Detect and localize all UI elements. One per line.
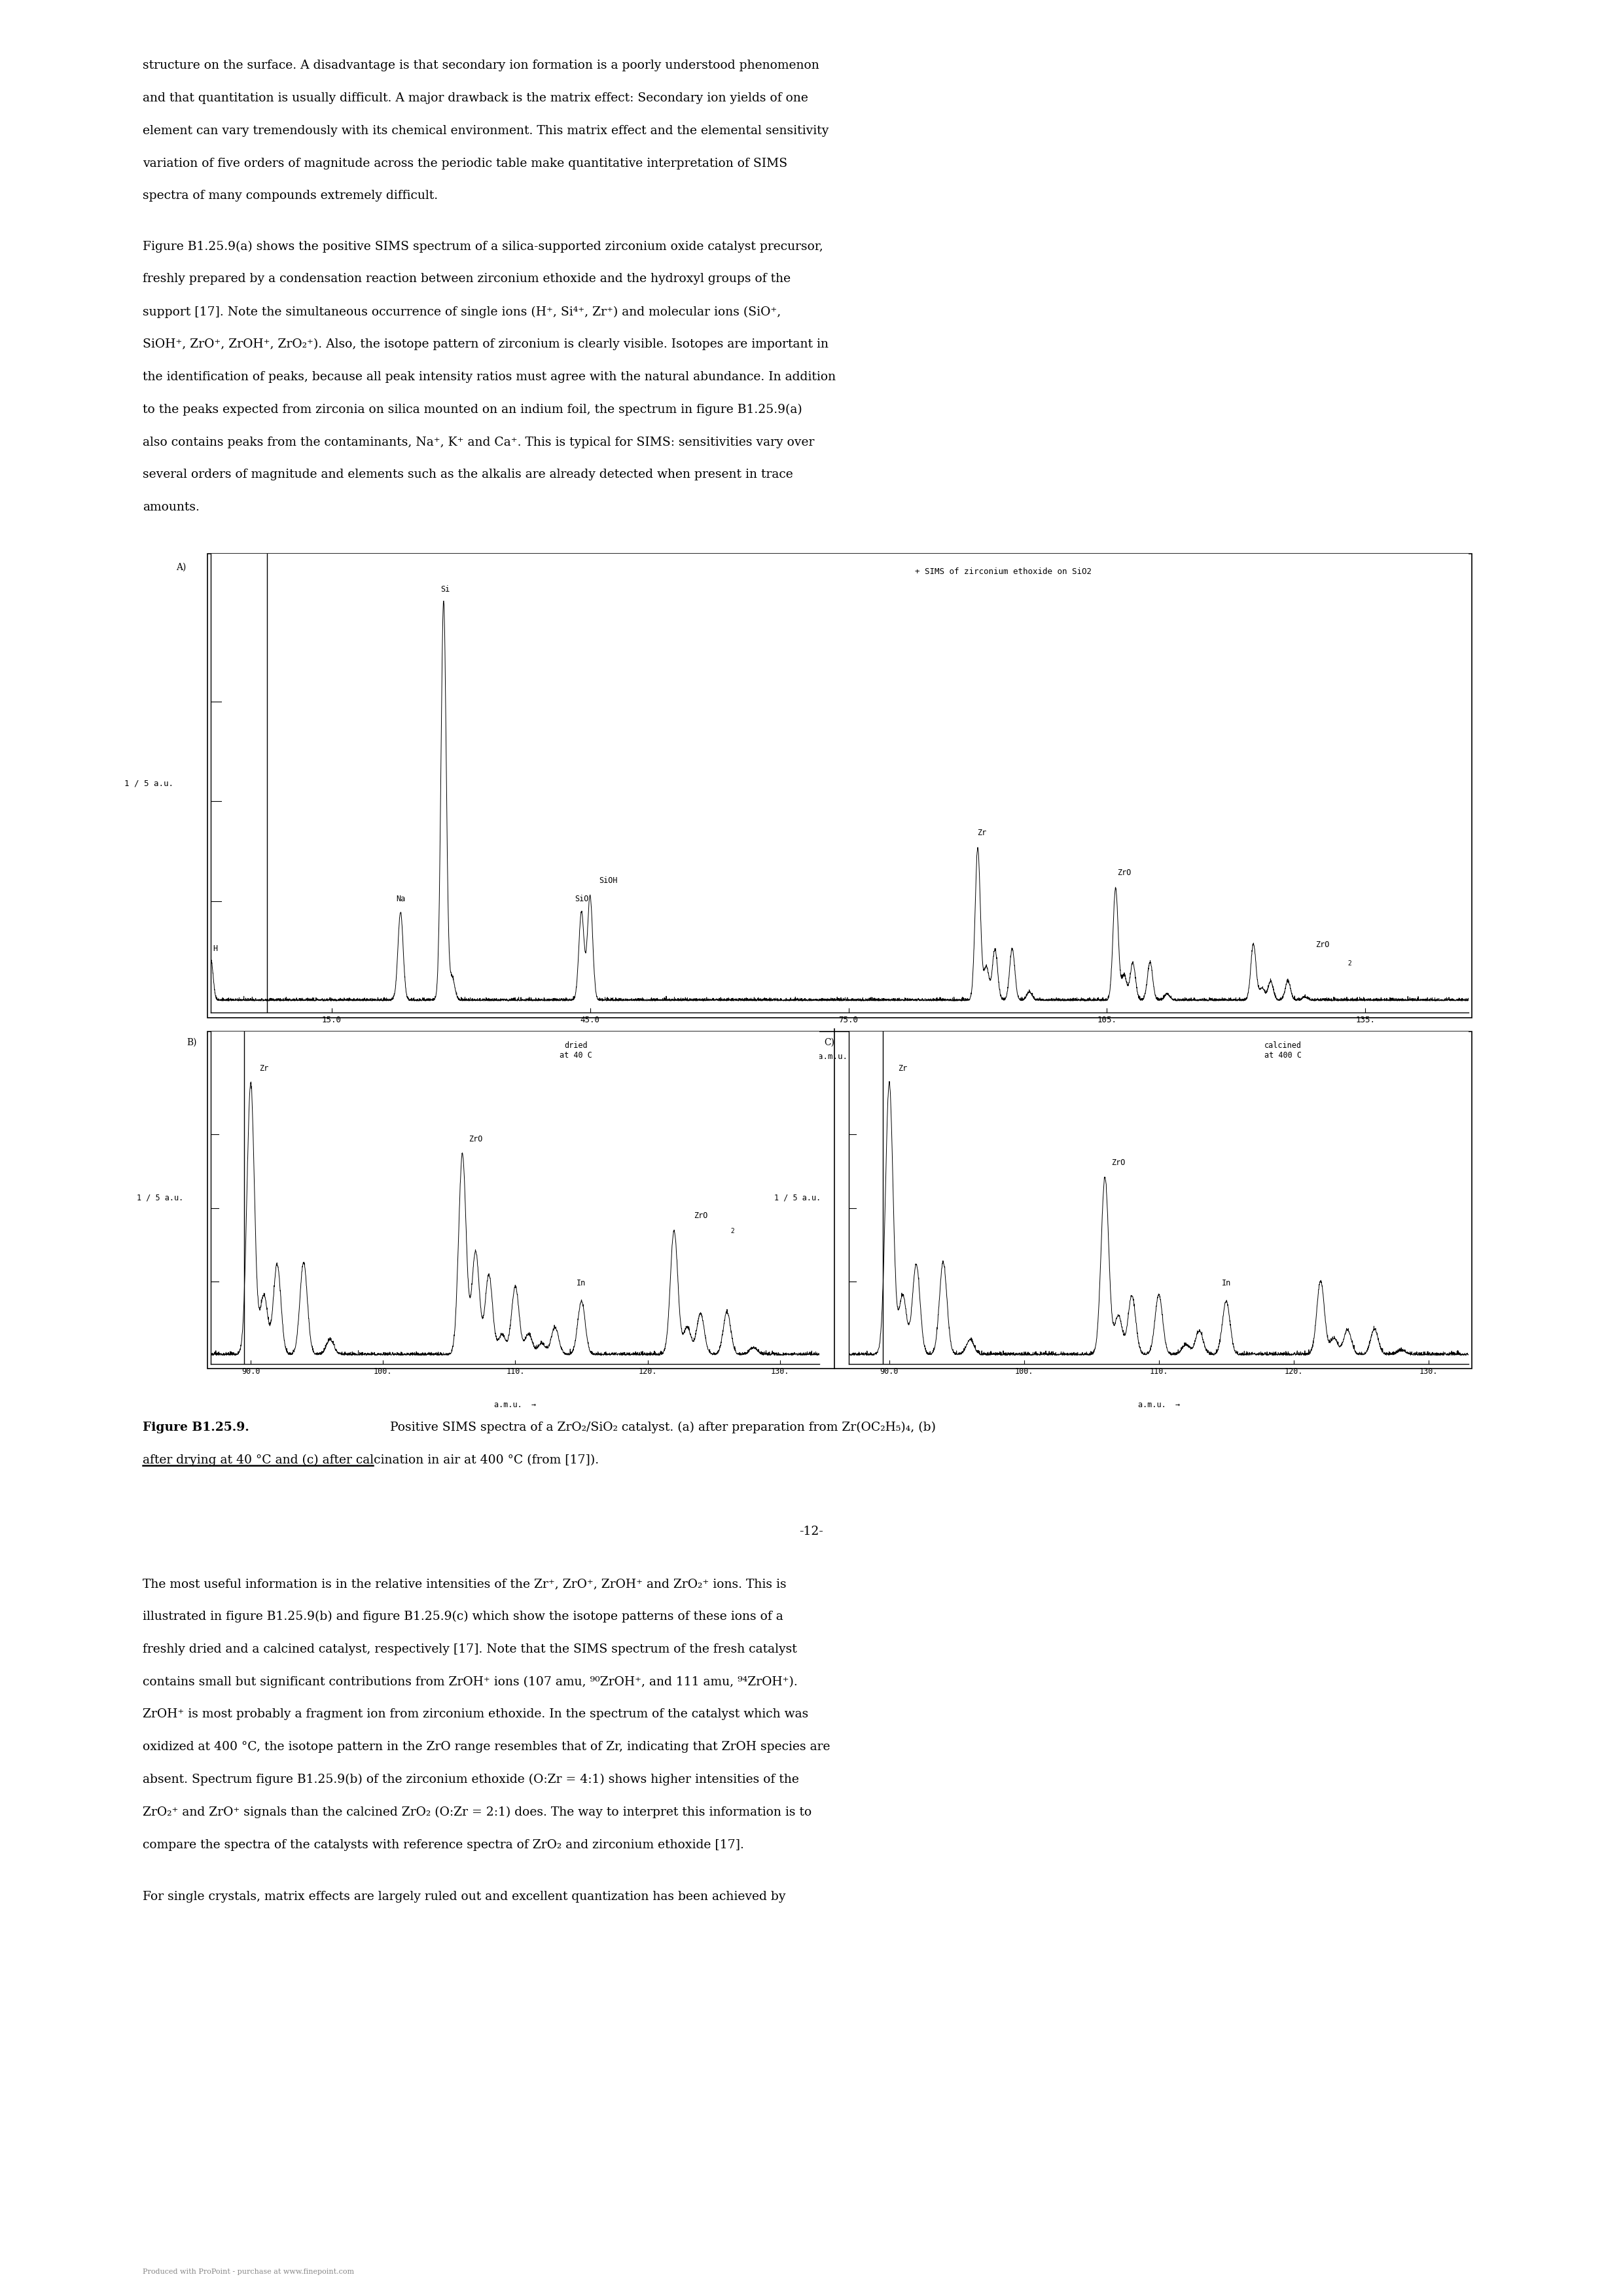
Text: a.m.u.  →: a.m.u. → [1138, 1401, 1180, 1410]
Text: ZrO: ZrO [469, 1134, 482, 1143]
Text: 1 / 5 a.u.: 1 / 5 a.u. [774, 1194, 821, 1201]
Text: SiOH: SiOH [599, 877, 617, 884]
Bar [208, 1031, 1472, 1368]
Text: For single crystals, matrix effects are largely ruled out and excellent quantiza: For single crystals, matrix effects are … [143, 1892, 786, 1903]
Bar [208, 553, 1472, 1017]
Text: Zr: Zr [977, 829, 987, 838]
Text: variation of five orders of magnitude across the periodic table make quantitativ: variation of five orders of magnitude ac… [143, 158, 787, 170]
Text: dried
at 40 C: dried at 40 C [560, 1040, 592, 1058]
Text: ZrO₂⁺ and ZrO⁺ signals than the calcined ZrO₂ (O:Zr = 2:1) does. The way to inte: ZrO₂⁺ and ZrO⁺ signals than the calcined… [143, 1807, 812, 1818]
Text: element can vary tremendously with its chemical environment. This matrix effect : element can vary tremendously with its c… [143, 124, 829, 138]
Text: Zr: Zr [260, 1063, 268, 1072]
Text: several orders of magnitude and elements such as the alkalis are already detecte: several orders of magnitude and elements… [143, 468, 794, 480]
Text: also contains peaks from the contaminants, Na⁺, K⁺ and Ca⁺. This is typical for : also contains peaks from the contaminant… [143, 436, 815, 448]
Text: 1 / 5 a.u.: 1 / 5 a.u. [125, 778, 174, 788]
Text: ZrO: ZrO [1112, 1157, 1125, 1166]
Text: B): B) [187, 1038, 196, 1047]
Text: H: H [213, 944, 217, 953]
Text: structure on the surface. A disadvantage is that secondary ion formation is a po: structure on the surface. A disadvantage… [143, 60, 820, 71]
Text: after drying at 40 °C and (c) after calcination in air at 400 °C (from [17]).: after drying at 40 °C and (c) after calc… [143, 1453, 599, 1467]
Text: Zr: Zr [898, 1063, 907, 1072]
Text: 2: 2 [1344, 960, 1352, 967]
Text: support [17]. Note the simultaneous occurrence of single ions (H⁺, Si⁴⁺, Zr⁺) an: support [17]. Note the simultaneous occu… [143, 305, 781, 317]
Text: Figure B1.25.9.: Figure B1.25.9. [143, 1421, 250, 1433]
Text: 2: 2 [727, 1228, 735, 1235]
Text: illustrated in figure B1.25.9(b) and figure B1.25.9(c) which show the isotope pa: illustrated in figure B1.25.9(b) and fig… [143, 1609, 784, 1623]
Text: Produced with ProPoint - purchase at www.finepoint.com: Produced with ProPoint - purchase at www… [143, 2268, 354, 2275]
Text: A): A) [175, 563, 185, 572]
Text: absent. Spectrum figure B1.25.9(b) of the zirconium ethoxide (O:Zr = 4:1) shows : absent. Spectrum figure B1.25.9(b) of th… [143, 1773, 799, 1786]
Text: compare the spectra of the catalysts with reference spectra of ZrO₂ and zirconiu: compare the spectra of the catalysts wit… [143, 1839, 745, 1851]
Text: and that quantitation is usually difficult. A major drawback is the matrix effec: and that quantitation is usually difficu… [143, 92, 808, 103]
Text: Si: Si [441, 585, 450, 595]
Text: calcined
at 400 C: calcined at 400 C [1264, 1040, 1302, 1058]
Text: freshly dried and a calcined catalyst, respectively [17]. Note that the SIMS spe: freshly dried and a calcined catalyst, r… [143, 1644, 797, 1655]
Text: freshly prepared by a condensation reaction between zirconium ethoxide and the h: freshly prepared by a condensation react… [143, 273, 790, 285]
Text: oxidized at 400 °C, the isotope pattern in the ZrO range resembles that of Zr, i: oxidized at 400 °C, the isotope pattern … [143, 1740, 831, 1752]
Text: a.m.u.  →: a.m.u. → [818, 1052, 862, 1061]
Text: to the peaks expected from zirconia on silica mounted on an indium foil, the spe: to the peaks expected from zirconia on s… [143, 404, 802, 416]
Text: In: In [576, 1279, 586, 1288]
Text: ZrO: ZrO [1315, 941, 1329, 948]
Text: ZrOH⁺ is most probably a fragment ion from zirconium ethoxide. In the spectrum o: ZrOH⁺ is most probably a fragment ion fr… [143, 1708, 808, 1720]
Text: Positive SIMS spectra of a ZrO₂/SiO₂ catalyst. (a) after preparation from Zr(OC₂: Positive SIMS spectra of a ZrO₂/SiO₂ cat… [386, 1421, 936, 1433]
Text: amounts.: amounts. [143, 501, 200, 514]
Text: the identification of peaks, because all peak intensity ratios must agree with t: the identification of peaks, because all… [143, 372, 836, 383]
Text: 1 / 5 a.u.: 1 / 5 a.u. [136, 1194, 183, 1201]
Text: a.m.u.  →: a.m.u. → [495, 1401, 536, 1410]
Text: -12-: -12- [800, 1527, 823, 1538]
Text: C): C) [824, 1038, 834, 1047]
Text: SiO: SiO [575, 895, 589, 902]
Text: The most useful information is in the relative intensities of the Zr⁺, ZrO⁺, ZrO: The most useful information is in the re… [143, 1577, 787, 1589]
Text: In: In [1222, 1279, 1230, 1288]
Text: Figure B1.25.9(a) shows the positive SIMS spectrum of a silica-supported zirconi: Figure B1.25.9(a) shows the positive SIM… [143, 241, 823, 253]
Text: + SIMS of zirconium ethoxide on SiO2: + SIMS of zirconium ethoxide on SiO2 [915, 567, 1092, 576]
Text: contains small but significant contributions from ZrOH⁺ ions (107 amu, ⁹⁰ZrOH⁺, : contains small but significant contribut… [143, 1676, 799, 1688]
Text: ZrO: ZrO [1117, 868, 1131, 877]
Text: ZrO: ZrO [693, 1212, 708, 1219]
Text: spectra of many compounds extremely difficult.: spectra of many compounds extremely diff… [143, 191, 438, 202]
Text: SiOH⁺, ZrO⁺, ZrOH⁺, ZrO₂⁺). Also, the isotope pattern of zirconium is clearly vi: SiOH⁺, ZrO⁺, ZrOH⁺, ZrO₂⁺). Also, the is… [143, 338, 829, 351]
Text: Na: Na [396, 895, 406, 902]
